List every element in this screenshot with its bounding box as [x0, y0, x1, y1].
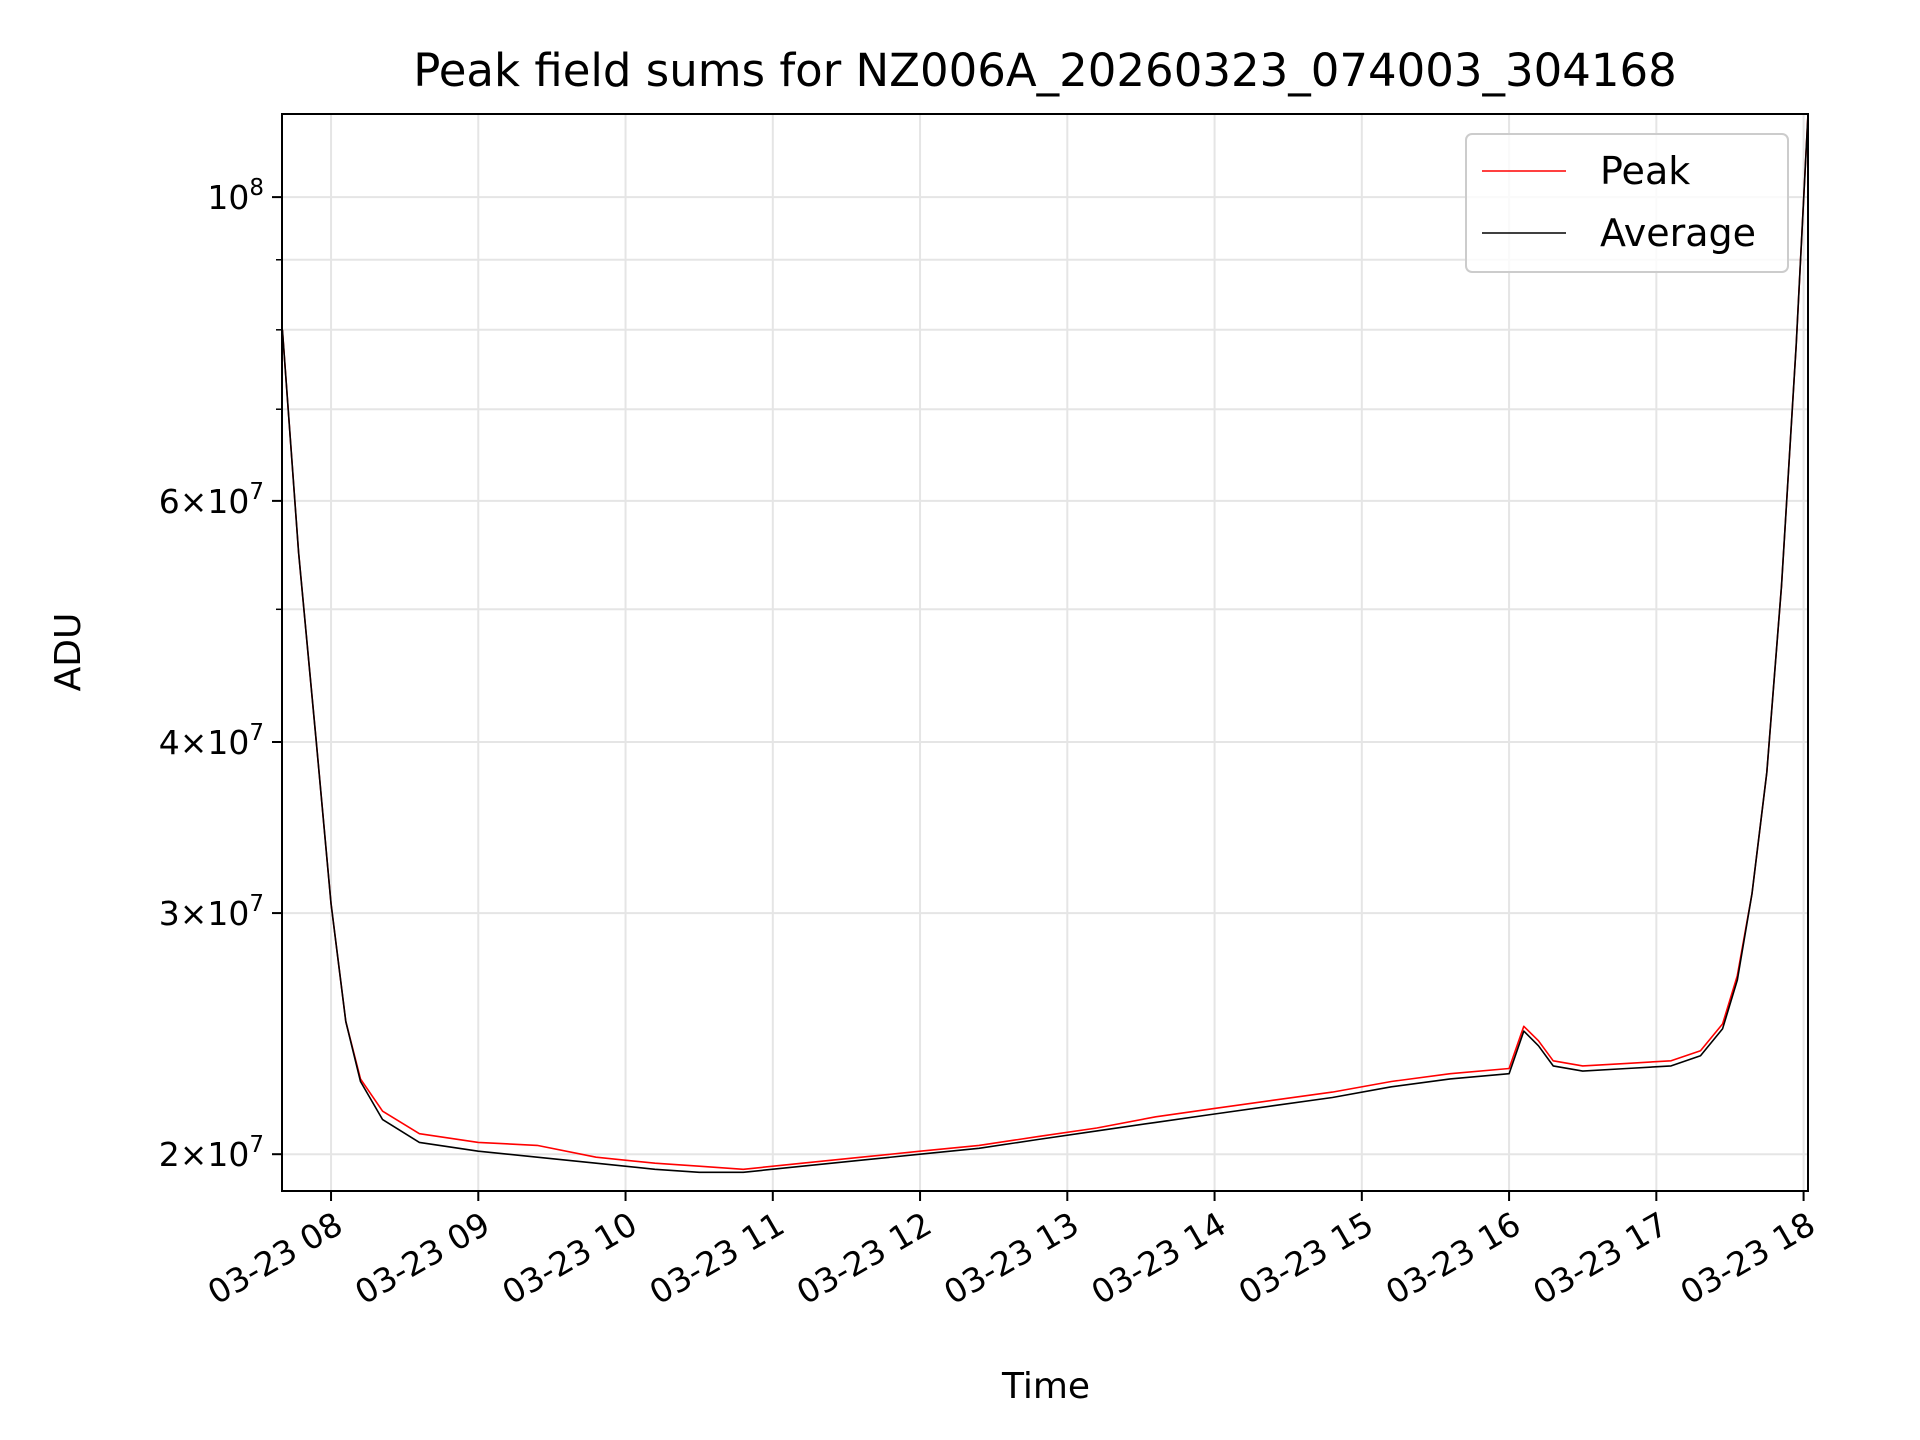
y-tick-label: 4×107 — [159, 720, 264, 762]
x-axis-label: Time — [1001, 1366, 1090, 1407]
legend-peak-label: Peak — [1600, 149, 1690, 193]
y-axis-label: ADU — [48, 613, 89, 692]
plot-area-frame — [281, 113, 1809, 1192]
series-line-average — [281, 113, 1809, 1174]
series-lines — [281, 113, 1809, 1174]
chart-title: Peak field sums for NZ006A_20260323_0740… — [413, 44, 1677, 97]
series-line-peak — [281, 113, 1809, 1171]
legend-average-label: Average — [1600, 211, 1756, 255]
y-tick-label: 108 — [207, 175, 264, 217]
y-tick-label: 6×107 — [159, 479, 264, 521]
y-tick-label: 2×107 — [159, 1132, 264, 1174]
y-tick-label: 3×107 — [159, 891, 264, 933]
chart-legend: Peak Average — [1465, 133, 1789, 273]
legend-box — [1465, 133, 1789, 273]
